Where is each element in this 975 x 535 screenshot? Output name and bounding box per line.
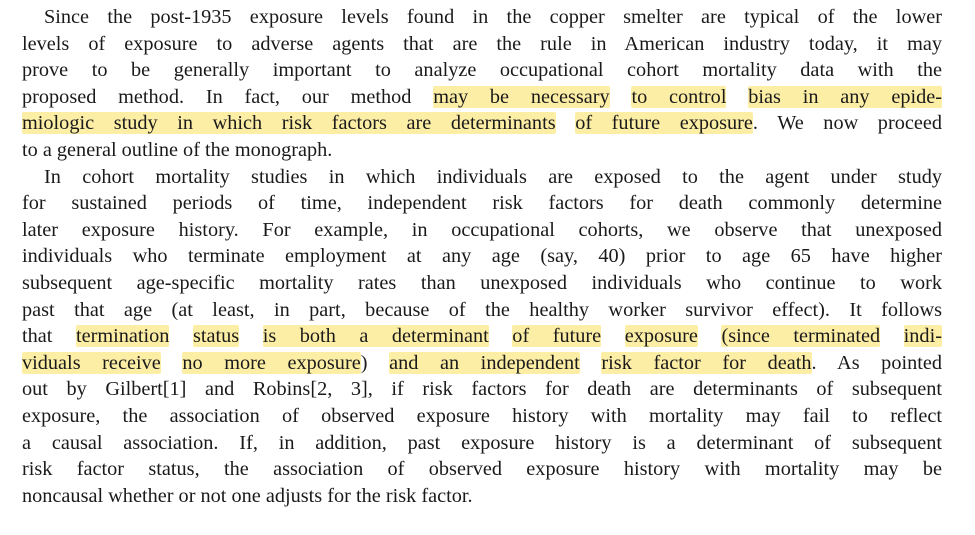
highlighted-text: risk factor for death: [601, 351, 812, 374]
text-line: to a general outline of the monograph.: [22, 137, 942, 164]
text-run: [556, 112, 576, 134]
text-run: later exposure history. For example, in …: [22, 218, 942, 241]
text-run: out by Gilbert[1] and Robins[2, 3], if r…: [22, 378, 942, 401]
text-run: [169, 325, 193, 347]
text-run: [601, 325, 625, 347]
highlighted-text: miologic study in which risk factors are…: [22, 112, 556, 135]
text-line: noncausal whether or not one adjusts for…: [22, 483, 942, 510]
paragraph: In cohort mortality studies in which ind…: [22, 164, 942, 510]
text-run: [161, 352, 183, 374]
text-run: . We now proceed: [752, 112, 942, 135]
text-line: prove to be generally important to analy…: [22, 57, 942, 84]
highlighted-text: indi-: [903, 325, 942, 348]
text-run: subsequent age-specific mortality rates …: [22, 271, 942, 294]
highlighted-text: no more exposure: [182, 351, 361, 374]
text-line: viduals receive no more exposure) and an…: [22, 350, 942, 377]
text-run: [880, 325, 904, 347]
text-run: ): [360, 351, 390, 374]
text-line: a causal association. If, in addition, p…: [22, 430, 942, 457]
text-run: . As pointed: [811, 351, 943, 374]
text-run: [726, 86, 748, 108]
text-line: that termination status is both a determ…: [22, 323, 942, 350]
text-run: past that age (at least, in part, becaus…: [22, 298, 942, 321]
document-page: Since the post-1935 exposure levels foun…: [22, 4, 943, 510]
text-run: [610, 86, 632, 108]
highlighted-text: and an independent: [389, 351, 580, 374]
text-line: out by Gilbert[1] and Robins[2, 3], if r…: [22, 376, 942, 403]
text-line: for sustained periods of time, independe…: [22, 190, 942, 217]
text-run: [489, 325, 513, 347]
text-line: In cohort mortality studies in which ind…: [22, 164, 942, 191]
highlighted-text: may be necessary: [433, 85, 610, 108]
text-line: later exposure history. For example, in …: [22, 217, 942, 244]
text-run: prove to be generally important to analy…: [22, 59, 942, 82]
text-line: past that age (at least, in part, becaus…: [22, 297, 942, 324]
highlighted-text: termination: [75, 325, 170, 348]
text-run: [580, 352, 602, 374]
text-run: In cohort mortality studies in which ind…: [44, 165, 942, 188]
text-run: exposure, the association of observed ex…: [22, 404, 942, 427]
highlighted-text: exposure: [624, 325, 698, 348]
text-run: a causal association. If, in addition, p…: [22, 431, 942, 454]
text-run: proposed method. In fact, our method: [22, 85, 434, 108]
highlighted-text: is both a determinant: [262, 325, 489, 348]
text-run: to a general outline of the monograph.: [22, 138, 333, 161]
text-run: that: [22, 325, 76, 348]
text-run: risk factor status, the association of o…: [22, 458, 942, 481]
text-line: individuals who terminate employment at …: [22, 243, 942, 270]
highlighted-text: of future exposure: [575, 112, 753, 135]
text-run: levels of exposure to adverse agents tha…: [22, 32, 942, 55]
text-run: [698, 325, 722, 347]
highlighted-text: of future: [512, 325, 602, 348]
highlighted-text: bias in any epide-: [748, 85, 943, 108]
text-run: individuals who terminate employment at …: [22, 245, 942, 268]
text-line: subsequent age-specific mortality rates …: [22, 270, 942, 297]
highlighted-text: status: [192, 325, 240, 348]
text-line: miologic study in which risk factors are…: [22, 110, 942, 137]
text-line: exposure, the association of observed ex…: [22, 403, 942, 430]
text-line: Since the post-1935 exposure levels foun…: [22, 4, 942, 31]
text-line: proposed method. In fact, our method may…: [22, 84, 943, 111]
highlighted-text: (since terminated: [721, 325, 881, 348]
text-line: risk factor status, the association of o…: [22, 456, 942, 483]
text-line: levels of exposure to adverse agents tha…: [22, 31, 942, 58]
highlighted-text: to control: [631, 85, 727, 108]
highlighted-text: viduals receive: [22, 351, 161, 374]
text-run: Since the post-1935 exposure levels foun…: [44, 6, 942, 28]
text-run: noncausal whether or not one adjusts for…: [22, 484, 473, 507]
paragraph: Since the post-1935 exposure levels foun…: [22, 4, 943, 164]
text-run: [239, 325, 263, 347]
text-run: for sustained periods of time, independe…: [22, 192, 942, 215]
